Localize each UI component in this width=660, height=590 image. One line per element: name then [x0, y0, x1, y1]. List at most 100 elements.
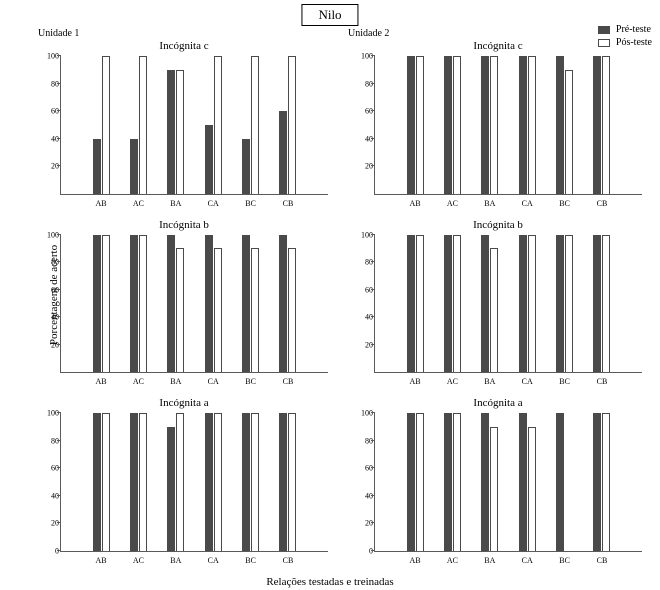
- ytick-mark: [371, 467, 375, 468]
- ytick-mark: [371, 440, 375, 441]
- bar-pos: [565, 235, 573, 373]
- ytick-label: 100: [41, 230, 59, 239]
- xtick-label: AC: [447, 377, 458, 386]
- bar-group: [205, 56, 222, 194]
- legend-item-pre: Pré-teste: [598, 24, 652, 35]
- ytick-mark: [57, 316, 61, 317]
- panel-u1_b: Incógnita b20406080100ABACBACABCCB: [36, 219, 332, 392]
- bar-pos: [490, 56, 498, 194]
- bar-pre: [205, 413, 213, 551]
- ytick-mark: [57, 550, 61, 551]
- bar-group: [242, 413, 259, 551]
- ytick-label: 20: [41, 162, 59, 171]
- bar-pos: [214, 413, 222, 551]
- legend-swatch-pre: [598, 26, 610, 34]
- bar-pre: [130, 235, 138, 373]
- ytick-label: 0: [355, 547, 373, 556]
- xtick-label: AB: [95, 556, 106, 565]
- bar-pre: [556, 235, 564, 373]
- ytick-label: 80: [41, 436, 59, 445]
- ytick-mark: [57, 522, 61, 523]
- ytick-label: 80: [355, 79, 373, 88]
- bar-group: [130, 56, 147, 194]
- panel-title: Incógnita b: [473, 219, 523, 231]
- bar-group: [556, 413, 573, 551]
- bar-group: [279, 413, 296, 551]
- ytick-label: 40: [355, 491, 373, 500]
- bar-group: [167, 413, 184, 551]
- xtick-label: BC: [559, 377, 570, 386]
- ytick-label: 20: [355, 162, 373, 171]
- bar-pos: [453, 413, 461, 551]
- plot-area: 20406080100ABACBACABCCB: [374, 56, 642, 195]
- bar-pre: [167, 235, 175, 373]
- xtick-label: AC: [133, 199, 144, 208]
- plot-area: 20406080100ABACBACABCCB: [60, 56, 328, 195]
- bar-pre: [481, 413, 489, 551]
- ytick-mark: [57, 440, 61, 441]
- bar-pos: [416, 235, 424, 373]
- bar-pre: [205, 125, 213, 194]
- panel-title: Incógnita a: [159, 397, 208, 409]
- bar-pre: [593, 235, 601, 373]
- ytick-label: 40: [41, 491, 59, 500]
- ytick-mark: [57, 83, 61, 84]
- bar-group: [205, 413, 222, 551]
- unit-2-label: Unidade 2: [348, 28, 389, 39]
- bar-group: [205, 235, 222, 373]
- xtick-label: CB: [283, 377, 294, 386]
- ytick-label: 80: [355, 258, 373, 267]
- ytick-mark: [371, 83, 375, 84]
- bar-group: [279, 235, 296, 373]
- xtick-label: CA: [208, 199, 219, 208]
- x-axis-label: Relações testadas e treinadas: [266, 576, 393, 588]
- bar-group: [444, 56, 461, 194]
- bar-pos: [416, 56, 424, 194]
- bar-pre: [444, 56, 452, 194]
- bar-group: [481, 56, 498, 194]
- xtick-label: BC: [245, 377, 256, 386]
- xtick-label: AB: [409, 377, 420, 386]
- bar-group: [93, 413, 110, 551]
- bar-group: [519, 235, 536, 373]
- ytick-mark: [371, 412, 375, 413]
- ytick-label: 0: [41, 547, 59, 556]
- bar-pre: [556, 413, 564, 551]
- bar-pre: [593, 413, 601, 551]
- bar-pos: [490, 427, 498, 551]
- bar-pos: [139, 56, 147, 194]
- bar-pos: [176, 70, 184, 194]
- bar-pos: [288, 248, 296, 372]
- bar-pre: [481, 56, 489, 194]
- ytick-mark: [371, 261, 375, 262]
- xtick-label: CB: [597, 377, 608, 386]
- bar-pos: [490, 248, 498, 372]
- bar-group: [242, 235, 259, 373]
- bar-group: [444, 413, 461, 551]
- ytick-label: 60: [41, 464, 59, 473]
- bar-pos: [528, 235, 536, 373]
- xtick-label: CA: [522, 377, 533, 386]
- bar-group: [519, 413, 536, 551]
- panel-u2_a: Incógnita a020406080100ABACBACABCCB: [350, 397, 646, 570]
- ytick-label: 60: [41, 107, 59, 116]
- panel-u2_c: Incógnita c20406080100ABACBACABCCB: [350, 40, 646, 213]
- bar-pre: [279, 111, 287, 194]
- bar-pre: [130, 139, 138, 194]
- xtick-label: AC: [447, 556, 458, 565]
- ytick-label: 40: [41, 134, 59, 143]
- bar-pre: [407, 413, 415, 551]
- ytick-mark: [371, 495, 375, 496]
- ytick-label: 100: [41, 409, 59, 418]
- ytick-mark: [57, 165, 61, 166]
- ytick-label: 100: [355, 409, 373, 418]
- ytick-label: 20: [355, 519, 373, 528]
- ytick-mark: [371, 316, 375, 317]
- bar-pre: [242, 235, 250, 373]
- ytick-mark: [371, 550, 375, 551]
- bar-pos: [416, 413, 424, 551]
- xtick-label: BC: [559, 199, 570, 208]
- bar-pre: [444, 413, 452, 551]
- ytick-mark: [57, 261, 61, 262]
- bar-group: [130, 235, 147, 373]
